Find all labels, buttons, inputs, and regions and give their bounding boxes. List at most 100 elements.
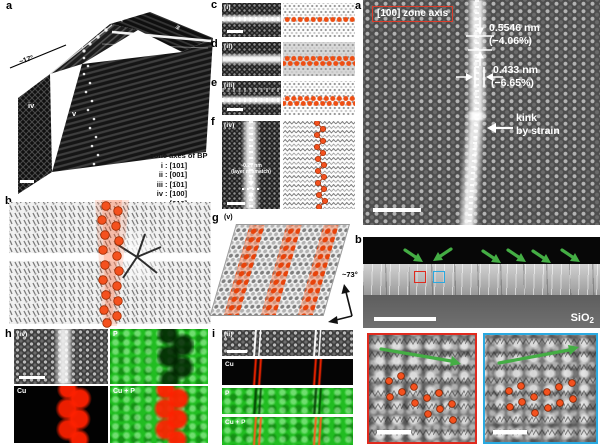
d-spacing-1: 0.5546 nm — [489, 22, 540, 34]
panel-h-cup-map: Cu + P — [110, 386, 208, 443]
panel-b2-nanowire-image: SiO2 — [363, 237, 600, 328]
red-roi-zoom-panel — [367, 333, 477, 444]
legend-row: iii: [1̅01] — [156, 179, 188, 189]
panel-e-model — [283, 81, 355, 115]
scale-bar — [227, 202, 245, 205]
angle-73-label: ~73° — [342, 270, 358, 279]
crystal-face-v — [52, 38, 213, 172]
panel-e-stem-image: (iii) — [222, 81, 281, 115]
legend-row: ii: [001] — [158, 170, 188, 180]
cu-band — [260, 225, 302, 315]
kink-label-line2: by strain — [516, 125, 560, 137]
panel-i-p-strip: P — [222, 388, 353, 414]
panel-i-stem-strip: (ii) — [222, 330, 353, 356]
cu-band — [223, 225, 265, 315]
measurement-arrows — [456, 17, 513, 133]
angle-73-arrows — [328, 284, 353, 324]
cu-atom-column — [97, 201, 124, 328]
face-label-i: i — [79, 43, 85, 50]
scale-bar — [227, 30, 243, 33]
panel-h-sub: (iv) — [17, 331, 28, 338]
d-spacing-1-strain: (−4.06%) — [489, 35, 532, 47]
cu-dopant-row — [283, 15, 355, 22]
face-label-iii: iii — [175, 24, 183, 31]
layer-mismatch-value: ~0.27 nm — [240, 163, 262, 169]
scale-bar — [227, 108, 243, 111]
panel-e-sub: (iii) — [224, 82, 235, 89]
kink-green-arrows — [403, 247, 580, 263]
bp-atomic-model-render — [9, 200, 211, 328]
panel-d-sub: (ii) — [224, 43, 233, 50]
panel-b2-label: b — [355, 234, 362, 246]
d-spacing-2-strain: (−6.65%) — [491, 77, 534, 89]
crystal-face-i-chamfer — [50, 24, 138, 74]
panel-g-sub: (v) — [224, 214, 233, 221]
cu-atoms — [385, 372, 457, 424]
zone-axis-badge: [100] zone axis — [372, 6, 454, 22]
angle-17-label: ~17° — [18, 54, 35, 66]
cu-atoms — [505, 379, 577, 417]
legend-row: iv: [100] — [156, 189, 188, 199]
panel-d-label: d — [211, 38, 218, 50]
blue-roi-box — [433, 271, 445, 283]
panel-d-model — [283, 42, 355, 76]
panel-i-cup-strip: Cu + P — [222, 417, 353, 445]
panel-f-sub: (iv) — [224, 122, 235, 129]
blue-roi-overlay — [485, 335, 596, 442]
face-label-iv: iv — [28, 101, 35, 110]
panel-i-sub: (ii) — [224, 331, 233, 338]
scale-bar — [227, 350, 247, 353]
crystal-face-top — [110, 12, 213, 52]
down-arrow-icon — [248, 177, 254, 186]
panel-a2-label: a — [355, 0, 362, 12]
scale-bar — [493, 430, 527, 435]
blue-roi-zoom-panel — [483, 333, 598, 444]
face-label-v: v — [72, 109, 77, 118]
panel-c-sub: (i) — [224, 4, 231, 11]
p-map-label: P — [113, 331, 118, 338]
panel-e-label: e — [211, 77, 218, 89]
panel-h-p-map: P — [110, 329, 208, 384]
defect-column-speckles — [82, 28, 108, 175]
panel-h-stem-image: (iv) — [14, 329, 108, 384]
scale-bar — [19, 376, 45, 379]
dotted-reference-line — [242, 188, 260, 190]
panel-f-model — [283, 121, 355, 209]
red-roi-box — [414, 271, 426, 283]
panel-f-label: f — [211, 116, 215, 128]
panel-c-model — [283, 3, 355, 37]
scale-bar — [374, 317, 436, 321]
starburst-lines — [114, 233, 162, 279]
layer-mismatch-caption: (layer mismatch) — [231, 169, 271, 175]
cu-strip-label: Cu — [225, 361, 234, 368]
panel-f-stem-image: (iv) ~0.27 nm (layer mismatch) — [222, 121, 280, 209]
kink-label-line1: kink — [516, 112, 538, 124]
scale-bar — [20, 180, 34, 183]
panel-h-cu-map: Cu — [14, 386, 108, 443]
cu-atom-chain — [313, 121, 329, 209]
panel-c-label: c — [211, 0, 218, 11]
legend-row: i: [101] — [160, 160, 188, 170]
panel-c-stem-image: (i) — [222, 3, 281, 37]
scale-bar — [373, 208, 421, 212]
bp-nanowire — [363, 264, 600, 295]
cup-strip-label: Cu + P — [225, 419, 246, 426]
panel-i-cu-strip: Cu — [222, 359, 353, 385]
up-arrow-icon — [248, 192, 254, 201]
panel-a2-stem-image: [100] zone axis 0.5546 nm (−4.06%) 0.433… — [363, 0, 600, 225]
legend-title: zone axes of BP — [150, 151, 208, 160]
crystal-face-iv — [18, 74, 52, 194]
panel-i-label: i — [212, 328, 216, 340]
red-roi-overlay — [369, 335, 475, 442]
panel-h-label: h — [5, 328, 12, 340]
scale-bar — [377, 430, 411, 435]
cup-map-label: Cu + P — [113, 388, 135, 395]
angle-reference-line — [9, 44, 67, 69]
panel-d-stem-image: (ii) — [222, 42, 281, 76]
panel-a-label: a — [6, 0, 13, 12]
substrate-label: SiO2 — [570, 312, 594, 325]
bp-crystal-3d-illustration: ~17° i ii iii iv v — [9, 12, 213, 194]
p-strip-label: P — [225, 390, 230, 397]
panel-g-label: g — [212, 212, 219, 224]
